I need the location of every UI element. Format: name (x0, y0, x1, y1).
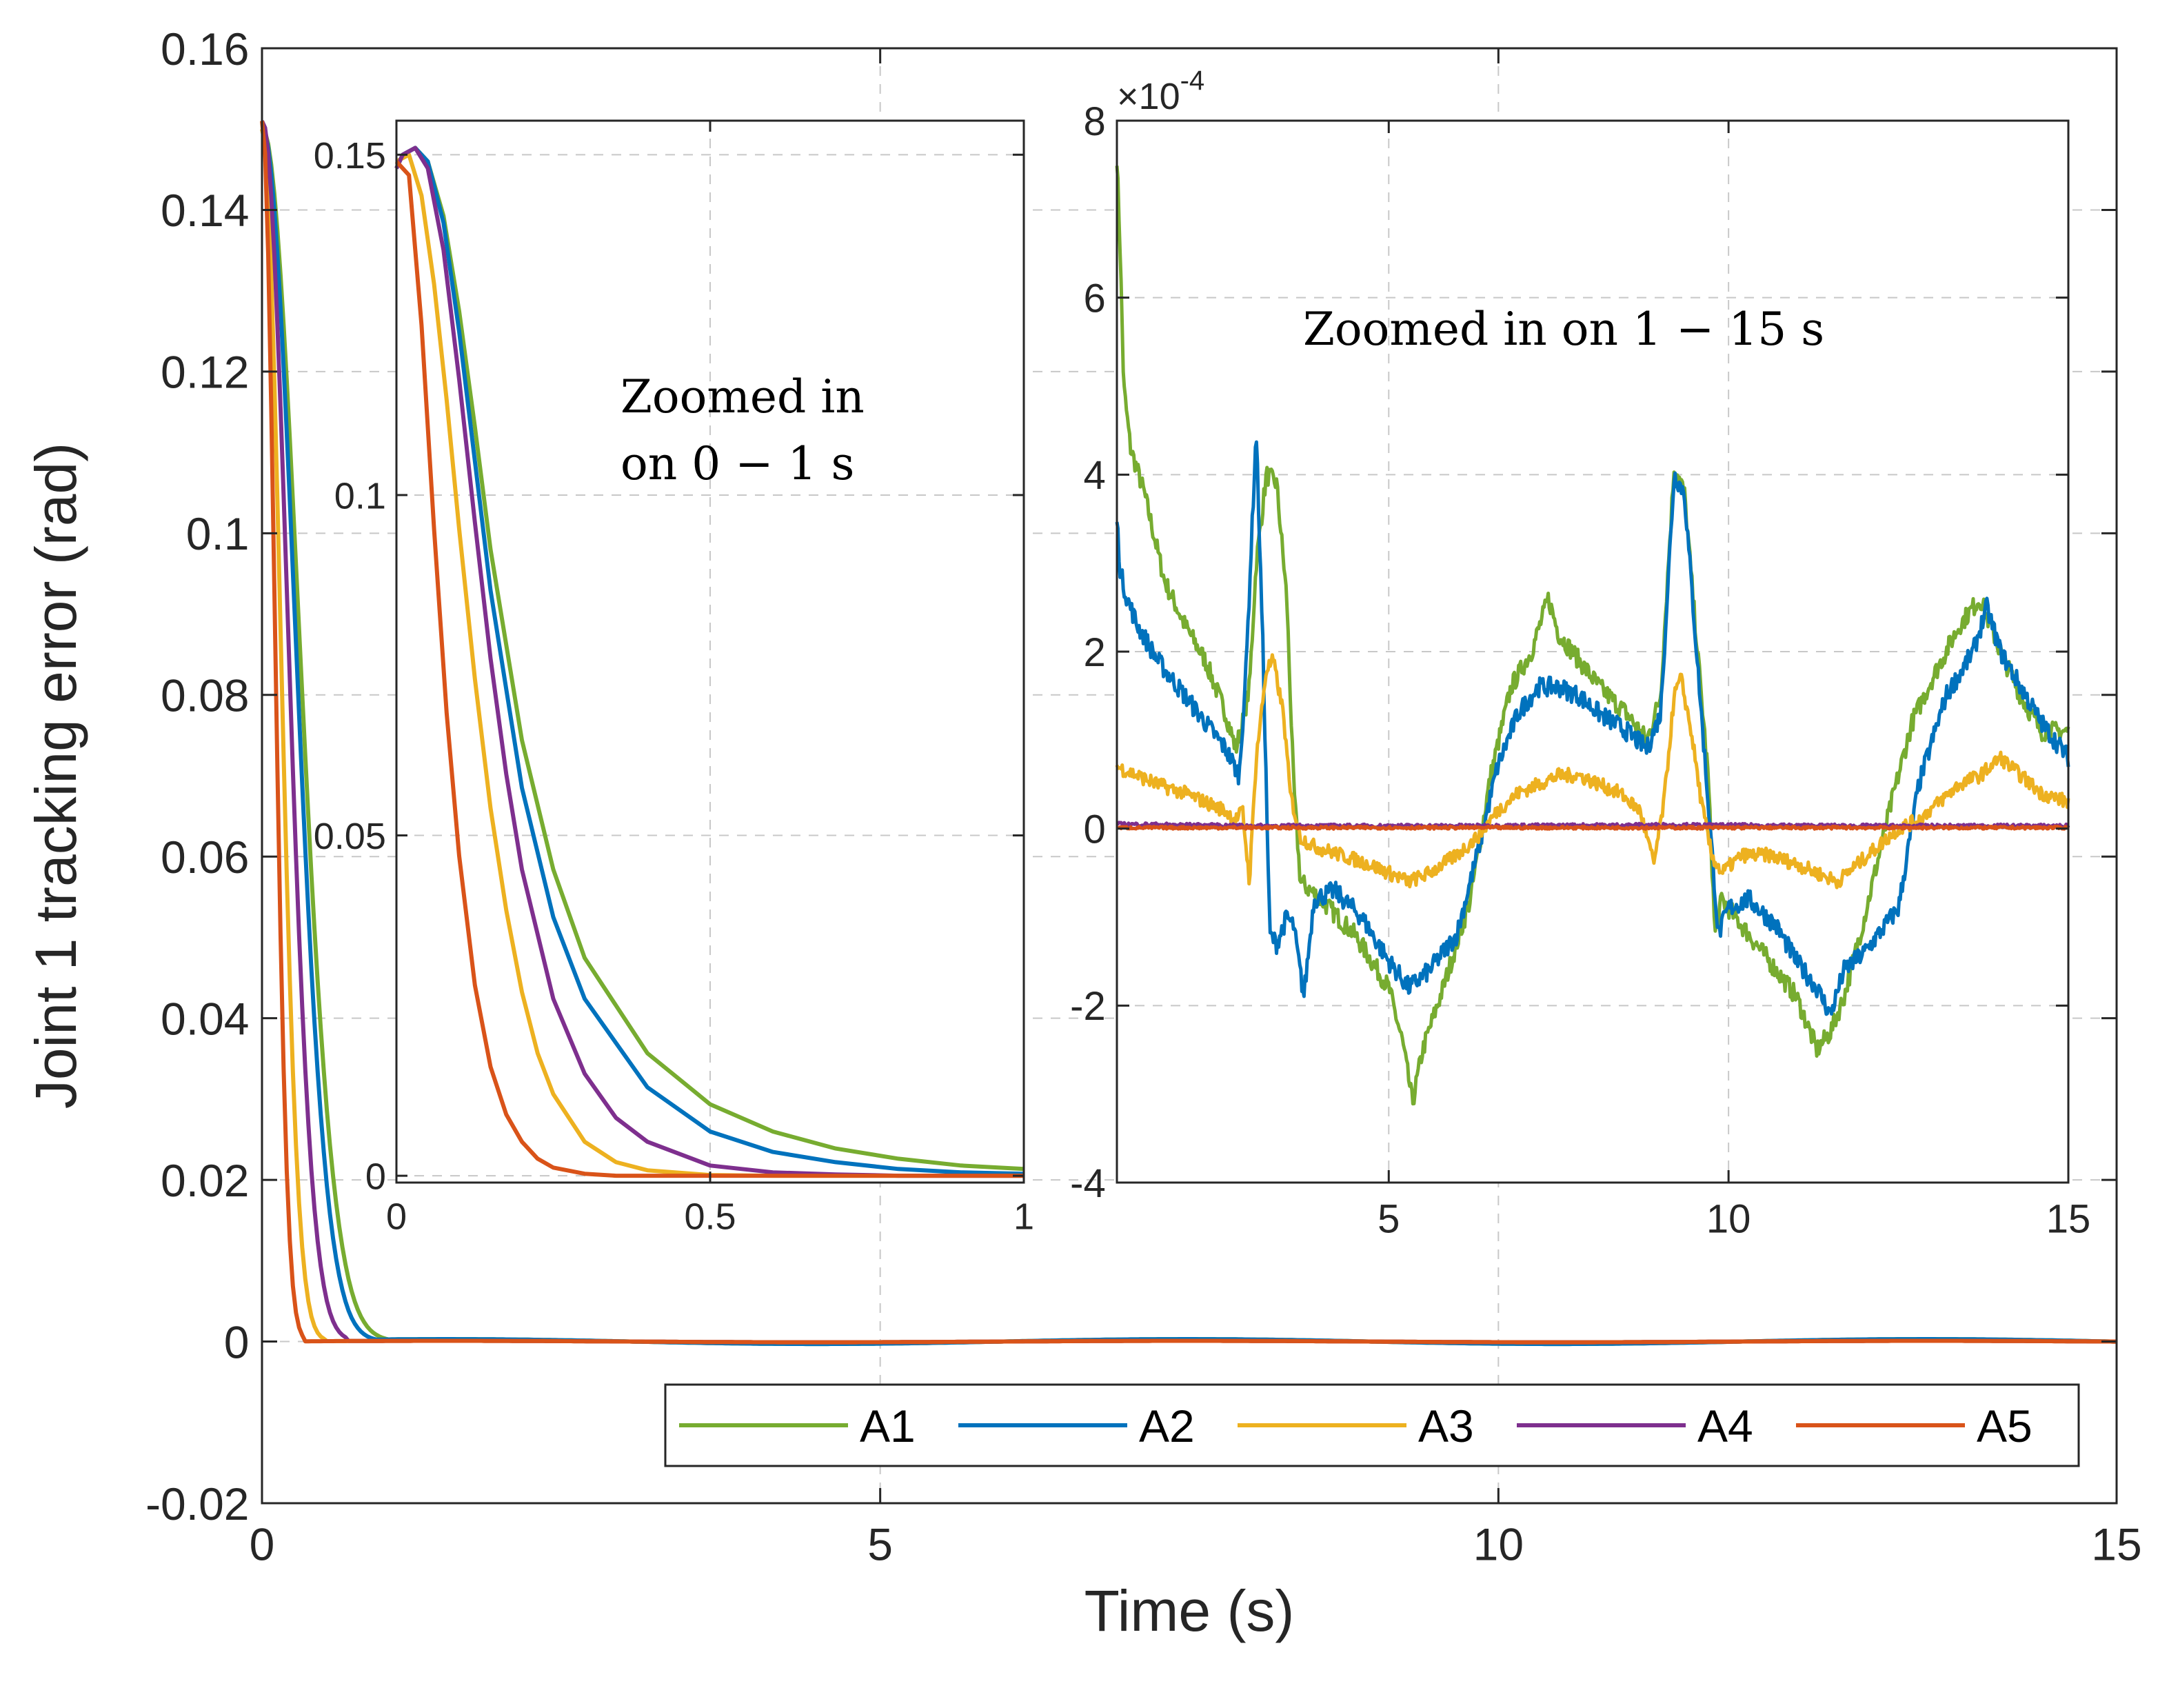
inset1-line-A2 (394, 145, 1025, 1176)
main-series-lines (260, 120, 2117, 1347)
inset2-ytick-label-4: 4 (1083, 453, 1105, 498)
main-ticks: 0 5 10 15-0.0200.020.040.060.080.10.120.140… (145, 23, 2142, 1570)
inset2-exponent-base: ×10 (1117, 76, 1180, 117)
main-xtick-label-2: 10 (1473, 1519, 1524, 1570)
inset1-axes: 0 0.5 1 0 0.05 0.1 0.15 Zoomed in on 0 − 1 s (314, 119, 1034, 1238)
inset1-ticks: 0 0.5 1 0 0.05 0.1 0.15 (314, 121, 1034, 1238)
inset1-xtick-label-2: 1 (1013, 1196, 1034, 1238)
inset1-line-A4 (394, 145, 1024, 1178)
inset1-annotation-line2: on 0 − 1 s (621, 437, 854, 490)
main-ytick-label-0: -0.02 (145, 1478, 249, 1529)
legend-label-A4: A4 (1697, 1400, 1753, 1451)
legend: A1 A2 A3 A4 A5 (664, 1383, 2080, 1467)
main-y-axis-label: Joint 1 tracking error (rad) (23, 443, 88, 1109)
main-axes-box (261, 47, 2118, 1505)
inset2-axes: 5 10 15 -4 -2 0 2 4 6 8 Zoomed in on 1 − 15 s ×10… (1070, 66, 2090, 1242)
inset2-exponent-power: -4 (1180, 66, 1205, 96)
inset1-xtick-label-0: 0 (386, 1196, 407, 1238)
inset2-ytick-label-3: 2 (1083, 630, 1105, 675)
inset2-line-A5 (1116, 825, 2070, 831)
legend-items: A1 A2 A3 A4 A5 (679, 1400, 2032, 1451)
inset1-annotation-line1: Zoomed in (621, 370, 865, 423)
inset1-line-A5 (394, 160, 1024, 1178)
main-line-A5 (260, 121, 2117, 1345)
inset1-ytick-label-3: 0.15 (314, 135, 386, 177)
inset2-xtick-label-2: 15 (2046, 1197, 2091, 1242)
legend-label-A5: A5 (1977, 1400, 2032, 1451)
inset2-xtick-label-1: 10 (1706, 1197, 1751, 1242)
inset2-line-A1 (1115, 165, 2070, 1106)
main-ytick-label-9: 0.16 (161, 23, 249, 74)
main-ytick-label-8: 0.14 (161, 185, 249, 236)
main-xtick-label-1: 5 (867, 1519, 893, 1570)
inset2-ytick-label-6: 8 (1083, 99, 1105, 144)
legend-label-A2: A2 (1139, 1400, 1195, 1451)
main-x-axis-label: Time (s) (1084, 1578, 1295, 1643)
main-xtick-label-3: 15 (2091, 1519, 2141, 1570)
inset2-ytick-label-1: -2 (1070, 984, 1106, 1029)
inset2-xtick-label-0: 5 (1378, 1197, 1400, 1242)
inset2-line-A2 (1115, 440, 2070, 1016)
legend-label-A3: A3 (1418, 1400, 1474, 1451)
inset2-ytick-label-0: -4 (1070, 1161, 1106, 1206)
inset1-ytick-label-1: 0.05 (314, 816, 386, 857)
main-ytick-label-2: 0.02 (161, 1155, 249, 1206)
main-ytick-label-3: 0.04 (161, 993, 249, 1044)
inset2-ytick-label-2: 0 (1083, 807, 1105, 852)
main-ytick-label-6: 0.1 (186, 508, 250, 559)
inset1-ytick-label-0: 0 (365, 1156, 386, 1198)
inset2-annotation: Zoomed in on 1 − 15 s (1303, 303, 1824, 356)
legend-label-A1: A1 (860, 1400, 916, 1451)
main-ytick-label-5: 0.08 (161, 670, 249, 721)
inset2-series-lines (1115, 165, 2070, 1106)
main-ytick-label-7: 0.12 (161, 347, 249, 398)
main-ytick-label-4: 0.06 (161, 832, 249, 883)
main-xtick-label-0: 0 (250, 1519, 275, 1570)
inset1-xtick-label-1: 0.5 (684, 1196, 736, 1238)
inset2-ytick-label-5: 6 (1083, 277, 1105, 321)
inset2-ticks: 5 10 15 -4 -2 0 2 4 6 8 (1070, 99, 2090, 1242)
inset2-exponent-label: ×10-4 (1117, 66, 1204, 117)
inset1-ytick-label-2: 0.1 (334, 475, 386, 516)
main-ytick-label-1: 0 (224, 1316, 250, 1367)
